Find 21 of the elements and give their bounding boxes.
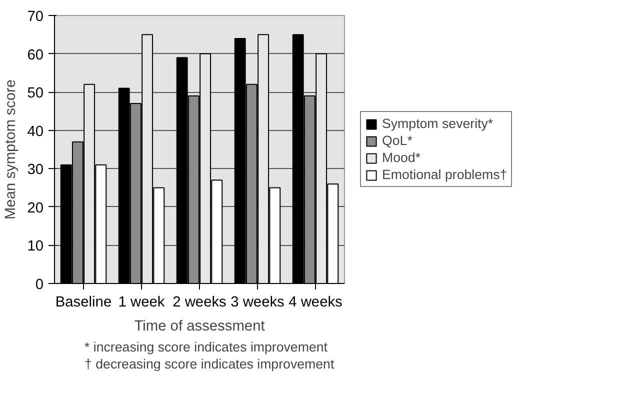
legend-label: QoL* [382, 133, 412, 148]
y-axis-title: Mean symptom score [3, 79, 20, 220]
y-tick-label: 20 [27, 200, 44, 216]
legend-label: Mood* [382, 150, 421, 165]
y-tick-label: 40 [27, 124, 44, 140]
y-tick-label: 30 [27, 162, 44, 178]
legend-label: Symptom severity* [382, 116, 494, 131]
x-tick-label: 3 weeks [230, 294, 284, 310]
y-tick-label: 0 [35, 277, 44, 293]
y-tick-label: 10 [27, 238, 44, 255]
x-tick-label: 1 week [118, 294, 166, 310]
x-tick-label: 2 weeks [172, 294, 226, 310]
x-axis-title: Time of assessment [134, 318, 265, 334]
text: * increasing score indicates improvement [84, 340, 328, 354]
x-tick-label: Baseline [55, 294, 112, 310]
y-tick-label: 70 [27, 9, 44, 25]
x-tick-label: 4 weeks [288, 294, 342, 310]
y-tick-label: 60 [27, 47, 44, 64]
y-tick-label: 50 [27, 86, 44, 102]
text: † decreasing score indicates improvement [84, 356, 334, 372]
legend-label: Emotional problems† [382, 167, 508, 182]
